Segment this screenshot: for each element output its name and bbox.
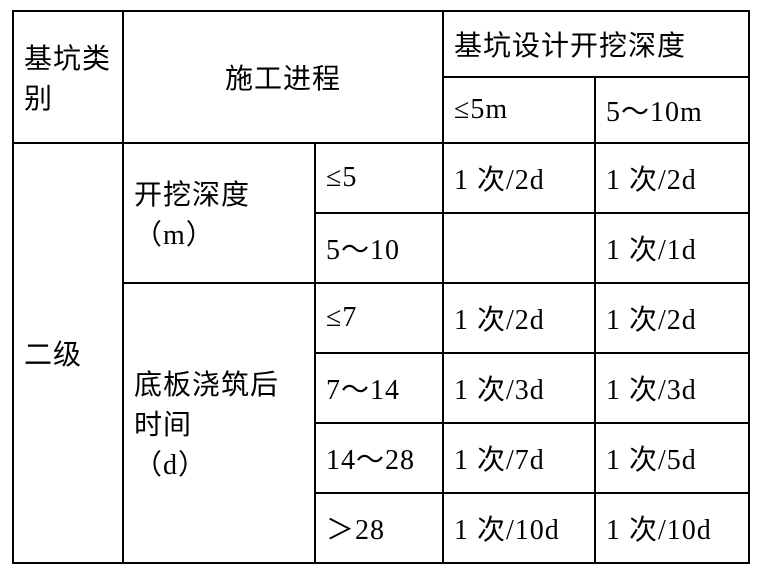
cell-value: 1 次/2d bbox=[595, 283, 749, 353]
table-container: 基坑类别 施工进程 基坑设计开挖深度 ≤5m 5～10m 二级 开挖深度 （m）… bbox=[0, 0, 760, 574]
group2-label-line1: 底板浇筑后时间 bbox=[134, 370, 279, 441]
cell-value bbox=[443, 213, 595, 283]
cell-range: ≤7 bbox=[315, 283, 443, 353]
header-category: 基坑类别 bbox=[13, 11, 123, 143]
table-row: 二级 开挖深度 （m） ≤5 1 次/2d 1 次/2d bbox=[13, 143, 749, 213]
header-depth-le5: ≤5m bbox=[443, 77, 595, 143]
cell-range: 7～14 bbox=[315, 353, 443, 423]
group1-label-line1: 开挖深度 bbox=[134, 180, 250, 211]
table-row: 底板浇筑后时间 （d） ≤7 1 次/2d 1 次/2d bbox=[13, 283, 749, 353]
cell-group1-label: 开挖深度 （m） bbox=[123, 143, 315, 283]
group2-label-line2: （d） bbox=[134, 450, 207, 481]
cell-value: 1 次/10d bbox=[595, 493, 749, 563]
cell-range: 5～10 bbox=[315, 213, 443, 283]
header-progress: 施工进程 bbox=[123, 11, 443, 143]
cell-level: 二级 bbox=[13, 143, 123, 563]
cell-value: 1 次/2d bbox=[443, 143, 595, 213]
cell-range: ＞28 bbox=[315, 493, 443, 563]
cell-value: 1 次/1d bbox=[595, 213, 749, 283]
cell-value: 1 次/3d bbox=[595, 353, 749, 423]
cell-value: 1 次/5d bbox=[595, 423, 749, 493]
cell-value: 1 次/7d bbox=[443, 423, 595, 493]
cell-range: 14～28 bbox=[315, 423, 443, 493]
table-header-row: 基坑类别 施工进程 基坑设计开挖深度 bbox=[13, 11, 749, 77]
cell-value: 1 次/3d bbox=[443, 353, 595, 423]
cell-value: 1 次/2d bbox=[595, 143, 749, 213]
header-depth-group: 基坑设计开挖深度 bbox=[443, 11, 749, 77]
cell-group2-label: 底板浇筑后时间 （d） bbox=[123, 283, 315, 563]
group1-label-line2: （m） bbox=[134, 220, 215, 251]
cell-value: 1 次/10d bbox=[443, 493, 595, 563]
cell-range: ≤5 bbox=[315, 143, 443, 213]
header-depth-5-10: 5～10m bbox=[595, 77, 749, 143]
monitoring-frequency-table: 基坑类别 施工进程 基坑设计开挖深度 ≤5m 5～10m 二级 开挖深度 （m）… bbox=[12, 10, 750, 564]
cell-value: 1 次/2d bbox=[443, 283, 595, 353]
